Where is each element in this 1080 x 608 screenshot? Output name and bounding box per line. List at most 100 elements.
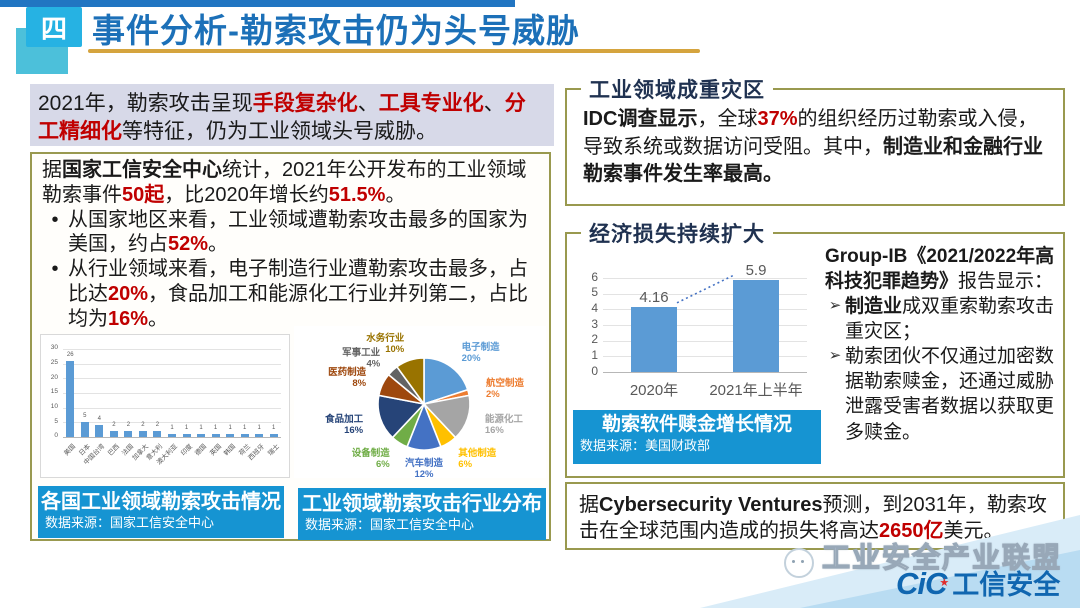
- gridline: [63, 422, 281, 424]
- pie-label: 12%: [414, 469, 434, 480]
- stats-text: 据国家工信安全中心统计，2021年公开发布的工业领域勒索事件50起，比2020年…: [42, 158, 543, 332]
- x-axis-line: [63, 437, 281, 438]
- bar-value-label: 1: [184, 425, 189, 432]
- y-tick-label: 1: [591, 347, 598, 362]
- groupib-text: Group-IB《2021/2022年高科技犯罪趋势》报告显示： ➢ 制造业成双…: [825, 244, 1061, 445]
- pie-label: 水务行业: [366, 332, 405, 344]
- bar: [211, 434, 220, 437]
- bar: [269, 434, 278, 437]
- section-body: IDC调查显示，全球37%的组织经历过勒索或入侵，导致系统或数据访问受阻。其中，…: [583, 108, 1043, 186]
- pie-label: 6%: [458, 459, 472, 470]
- prediction-note: 据Cybersecurity Ventures预测，到2031年，勒索攻击在全球…: [565, 482, 1065, 550]
- gridline: [63, 378, 281, 380]
- bar-value-label: 4: [97, 416, 101, 423]
- y-tick-label: 30: [50, 344, 58, 352]
- groupib-bullet-2: ➢ 勒索团伙不仅通过加密数据勒索赎金，还通过威胁泄露受害者数据以获取更多赎金。: [825, 344, 1061, 444]
- ransom-chart-caption: 勒索软件赎金增长情况 数据来源：美国财政部: [573, 410, 821, 464]
- section-number-badge: 四: [26, 7, 82, 47]
- bar: [95, 425, 104, 437]
- y-tick-label: 5: [591, 285, 598, 300]
- section-industry-hit: 工业领域成重灾区 IDC调查显示，全球37%的组织经历过勒索或入侵，导致系统或数…: [565, 74, 1065, 206]
- mascot-icon: [784, 548, 814, 578]
- y-tick-label: 25: [50, 359, 58, 367]
- bar: [168, 434, 176, 437]
- bar-value-label: 26: [66, 351, 74, 358]
- pie-label: 8%: [352, 378, 366, 389]
- industry-pie-chart: 电子制造 20% 航空制造 2% 能源化工 16% 其他制造 6% 汽车制造 12% 设备制造 6% 食…: [294, 326, 546, 480]
- y-tick-label: 0: [591, 363, 598, 378]
- y-tick-label: 20: [50, 373, 58, 381]
- bullet-icon: •: [51, 258, 59, 281]
- bar-value-label: 1: [257, 425, 261, 432]
- gridline: [603, 340, 807, 342]
- bar: [80, 422, 89, 437]
- summary-text: 2021年，勒索攻击呈现手段复杂化、工具专业化、分工精细化等特征，仍为工业领域头…: [38, 92, 526, 143]
- x-axis-label: 2020年: [629, 382, 679, 399]
- pie-slice: [422, 394, 471, 439]
- gridline: [603, 309, 807, 311]
- arrow-bullet-icon: ➢: [828, 347, 842, 365]
- industry-chart-caption: 工业领域勒索攻击行业分布 数据来源：国家工信安全中心: [298, 488, 546, 540]
- trendline: [676, 274, 734, 304]
- cic-logo: CiC★ 工信安全: [896, 563, 1060, 602]
- pie-label: 20%: [462, 353, 482, 364]
- pie-label: 2%: [486, 389, 500, 400]
- y-tick-label: 5: [54, 417, 58, 425]
- y-tick-label: 6: [591, 269, 598, 284]
- pie-label: 医药制造: [328, 366, 367, 378]
- bar-value-label: 1: [228, 425, 232, 432]
- y-tick-label: 3: [591, 316, 598, 331]
- bar-value-label: 2: [126, 422, 131, 429]
- cic-wordmark: CiC: [896, 566, 947, 601]
- pie-label: 设备制造: [352, 447, 391, 459]
- y-tick-label: 2: [591, 332, 598, 347]
- country-bar-chart: 0 5 10 15 20 25 30 26 美国 5 日本 4 中国台湾 2 巴西 2 法国 2 加拿大 2 意大利 1 澳…: [40, 334, 290, 478]
- caption-source: 数据来源：国家工信安全中心: [305, 517, 475, 532]
- bar-value-label: 1: [272, 425, 276, 432]
- pie-label: 10%: [385, 344, 405, 355]
- stats-bullet-2: • 从行业领域来看，电子制造行业遭勒索攻击最多，占比达20%，食品加工和能源化工…: [42, 257, 543, 331]
- y-tick-label: 4: [591, 300, 598, 315]
- bar-value-label: 2: [155, 422, 160, 429]
- bar: [138, 431, 147, 437]
- bar: [182, 434, 191, 437]
- y-tick-label: 15: [50, 388, 58, 396]
- cic-brand-name: 工信安全: [952, 570, 1061, 600]
- caption-source: 数据来源：国家工信安全中心: [45, 515, 215, 530]
- pie-label: 航空制造: [486, 377, 525, 389]
- caption-title: 工业领域勒索攻击行业分布: [302, 493, 542, 515]
- pie-slice: [395, 357, 425, 407]
- pie-label: 其他制造: [458, 447, 497, 459]
- bar-value-label: 1: [170, 425, 174, 432]
- alliance-logo-text: 工业安全产业联盟: [821, 541, 1063, 573]
- summary-card: 2021年，勒索攻击呈现手段复杂化、工具专业化、分工精细化等特征，仍为工业领域头…: [30, 84, 554, 146]
- pie-label: 军事工业: [342, 346, 381, 358]
- y-tick-label: 10: [50, 403, 58, 411]
- pie-label: 能源化工: [485, 413, 524, 425]
- pie-label: 电子制造: [462, 341, 501, 353]
- title-underline: [88, 49, 700, 53]
- groupib-bullet-1: ➢ 制造业成双重索勒索攻击重灾区；: [825, 294, 1061, 344]
- stats-card: 据国家工信安全中心统计，2021年公开发布的工业领域勒索事件50起，比2020年…: [30, 152, 551, 541]
- bar-value-label: 5: [83, 413, 87, 420]
- gridline: [63, 349, 281, 350]
- pie-label: 16%: [344, 425, 364, 436]
- bullet-icon: •: [51, 208, 59, 231]
- section-title: 经济损失持续扩大: [581, 218, 773, 248]
- bar: [733, 279, 779, 372]
- gridline: [603, 356, 807, 358]
- caption-title: 勒索软件赎金增长情况: [601, 414, 792, 435]
- pie-label: 食品加工: [324, 413, 364, 425]
- pie-label: 汽车制造: [405, 457, 444, 469]
- bar-value-label: 1: [213, 425, 218, 432]
- section-title: 工业领域成重灾区: [581, 74, 773, 104]
- bar-value-label: 5.9: [745, 261, 767, 279]
- bar: [124, 431, 133, 437]
- gridline: [603, 325, 807, 326]
- bar-value-label: 2: [112, 422, 116, 429]
- x-axis-line: [603, 372, 807, 373]
- arrow-bullet-icon: ➢: [828, 297, 842, 315]
- bar-value-label: 1: [199, 425, 203, 432]
- bar: [66, 360, 75, 437]
